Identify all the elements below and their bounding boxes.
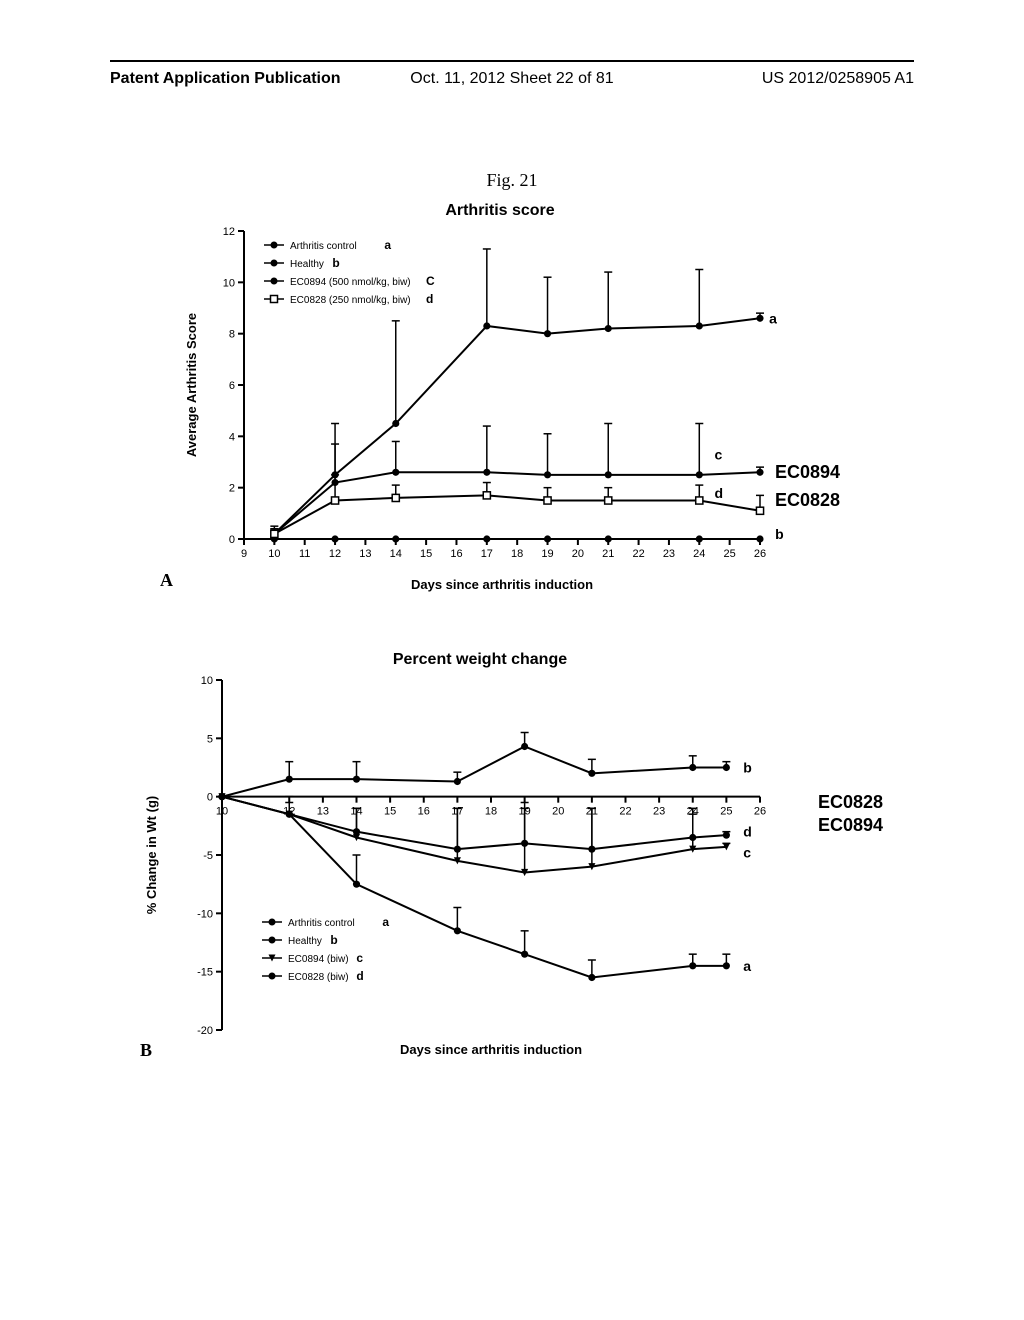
svg-text:0: 0 — [229, 534, 235, 546]
svg-text:c: c — [743, 845, 751, 861]
svg-text:14: 14 — [390, 548, 402, 560]
svg-text:a: a — [382, 915, 389, 929]
svg-text:10: 10 — [216, 806, 228, 818]
svg-text:Arthritis control: Arthritis control — [288, 918, 355, 929]
svg-text:18: 18 — [485, 806, 497, 818]
svg-text:EC0828 (250 nmol/kg, biw): EC0828 (250 nmol/kg, biw) — [290, 295, 411, 306]
svg-text:a: a — [384, 238, 391, 252]
label-ec0894-a: EC0894 — [775, 462, 840, 483]
svg-text:19: 19 — [541, 548, 553, 560]
svg-text:18: 18 — [511, 548, 523, 560]
label-ec0828-b: EC0828 — [818, 792, 883, 813]
svg-text:25: 25 — [724, 548, 736, 560]
svg-text:10: 10 — [223, 277, 235, 289]
svg-text:20: 20 — [572, 548, 584, 560]
svg-text:12: 12 — [329, 548, 341, 560]
svg-text:22: 22 — [632, 548, 644, 560]
svg-text:22: 22 — [619, 806, 631, 818]
svg-text:Healthy: Healthy — [288, 936, 322, 947]
svg-text:-20: -20 — [197, 1025, 213, 1037]
panel-label-b: B — [140, 1040, 152, 1061]
svg-text:26: 26 — [754, 548, 766, 560]
svg-text:c: c — [356, 951, 363, 965]
svg-text:-10: -10 — [197, 908, 213, 920]
svg-text:21: 21 — [602, 548, 614, 560]
svg-text:2: 2 — [229, 483, 235, 495]
svg-text:15: 15 — [384, 806, 396, 818]
svg-text:10: 10 — [268, 548, 280, 560]
svg-text:9: 9 — [241, 548, 247, 560]
svg-text:0: 0 — [207, 792, 213, 804]
svg-text:11: 11 — [299, 548, 310, 560]
svg-text:25: 25 — [720, 806, 732, 818]
svg-text:23: 23 — [653, 806, 665, 818]
svg-text:13: 13 — [359, 548, 371, 560]
svg-text:8: 8 — [229, 329, 235, 341]
page: Patent Application Publication Oct. 11, … — [0, 0, 1024, 1320]
svg-text:10: 10 — [201, 675, 213, 687]
svg-text:a: a — [769, 310, 777, 326]
svg-text:b: b — [332, 256, 339, 270]
svg-text:24: 24 — [693, 548, 705, 560]
chart-b-svg: Percent weight change-20-15-10-505101012… — [140, 640, 820, 1060]
header-rule — [110, 60, 914, 62]
svg-text:15: 15 — [420, 548, 432, 560]
header-center: Oct. 11, 2012 Sheet 22 of 81 — [410, 70, 613, 88]
svg-text:d: d — [743, 824, 752, 840]
svg-text:23: 23 — [663, 548, 675, 560]
svg-text:EC0828 (biw): EC0828 (biw) — [288, 972, 349, 983]
svg-text:12: 12 — [223, 226, 235, 238]
svg-text:17: 17 — [481, 548, 493, 560]
panel-label-a: A — [160, 570, 173, 591]
svg-text:6: 6 — [229, 380, 235, 392]
svg-text:b: b — [743, 760, 752, 776]
svg-text:Days since arthritis induction: Days since arthritis induction — [400, 1042, 582, 1057]
svg-text:5: 5 — [207, 733, 213, 745]
svg-text:16: 16 — [450, 548, 462, 560]
label-ec0828-a: EC0828 — [775, 490, 840, 511]
svg-text:Average Arthritis Score: Average Arthritis Score — [184, 313, 199, 457]
svg-text:Arthritis score: Arthritis score — [445, 202, 554, 219]
svg-text:C: C — [426, 274, 435, 288]
header-left: Patent Application Publication — [110, 70, 341, 88]
svg-text:EC0894 (500 nmol/kg, biw): EC0894 (500 nmol/kg, biw) — [290, 277, 411, 288]
chart-b: Percent weight change-20-15-10-505101012… — [140, 640, 820, 1060]
svg-text:% Change in Wt (g): % Change in Wt (g) — [144, 796, 159, 914]
svg-text:-15: -15 — [197, 967, 213, 979]
svg-text:b: b — [775, 526, 784, 542]
header-right: US 2012/0258905 A1 — [762, 70, 914, 88]
svg-text:c: c — [714, 446, 722, 462]
svg-text:d: d — [714, 485, 723, 501]
svg-text:EC0894 (biw): EC0894 (biw) — [288, 954, 349, 965]
label-ec0894-b: EC0894 — [818, 815, 883, 836]
svg-text:4: 4 — [229, 431, 235, 443]
svg-text:20: 20 — [552, 806, 564, 818]
svg-text:16: 16 — [418, 806, 430, 818]
figure-number: Fig. 21 — [486, 170, 537, 191]
svg-text:a: a — [743, 958, 751, 974]
svg-text:Arthritis control: Arthritis control — [290, 241, 357, 252]
svg-text:b: b — [330, 933, 337, 947]
svg-text:13: 13 — [317, 806, 329, 818]
svg-text:26: 26 — [754, 806, 766, 818]
svg-text:Healthy: Healthy — [290, 259, 324, 270]
svg-text:d: d — [426, 292, 433, 306]
svg-text:Percent weight change: Percent weight change — [393, 651, 567, 668]
chart-a: Arthritis score0246810129101112131415161… — [180, 195, 820, 595]
svg-text:Days since arthritis induction: Days since arthritis induction — [411, 577, 593, 592]
svg-text:-5: -5 — [203, 850, 213, 862]
svg-text:d: d — [356, 969, 363, 983]
chart-a-svg: Arthritis score0246810129101112131415161… — [180, 195, 820, 595]
